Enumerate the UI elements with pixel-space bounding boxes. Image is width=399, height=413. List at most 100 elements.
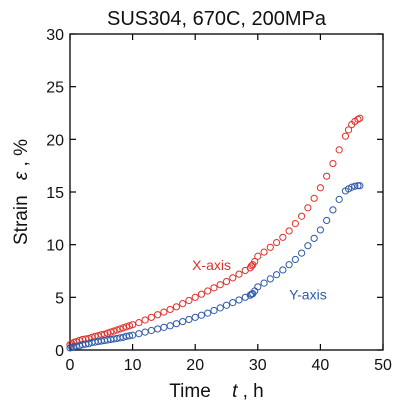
data-point [197,311,206,319]
data-point [229,299,237,307]
y-axis-title-suffix: , % [11,139,32,167]
data-point [266,275,274,283]
data-point [323,216,331,225]
x-axis-title-prefix: Time [169,381,211,402]
data-point [147,326,155,335]
data-point [125,322,134,330]
data-point [254,283,262,291]
data-point [179,300,187,308]
data-point [291,220,299,228]
data-point [251,257,259,266]
series-label: X-axis [192,257,231,273]
data-point [335,195,343,203]
data-point [216,281,224,289]
x-tick-label: 50 [374,357,392,374]
data-point [260,248,268,256]
data-point [154,311,162,319]
axis-ticks: 0 10 20 30 40 50 0 5 10 15 20 25 30 [46,27,392,374]
y-axis-title-prefix: Strain [11,195,32,245]
data-point [179,317,187,326]
data-point [110,327,118,335]
data-points [66,114,364,352]
data-point [285,261,293,269]
y-axis-title: Strain ε , % [11,139,32,245]
data-point [260,279,268,287]
data-point [160,323,168,331]
data-point [310,194,318,202]
data-point [166,322,174,330]
x-tick-label: 30 [249,357,267,374]
data-point [122,323,130,331]
x-axis-title: Time t , h [169,381,264,402]
data-point [254,252,262,260]
y-tick-label: 20 [46,132,64,149]
data-point [103,329,112,337]
data-point [210,306,218,315]
data-point [185,315,193,324]
data-point [154,325,162,333]
data-point [235,270,243,278]
data-point [107,328,115,336]
data-point [147,313,155,321]
series-2-points [66,182,364,352]
data-point [266,243,274,251]
data-point [304,242,312,250]
data-point [354,182,362,190]
data-point [272,238,281,247]
x-tick-label: 10 [124,357,142,374]
x-axis-title-symbol: t [232,381,238,402]
y-tick-label: 15 [46,185,64,202]
data-point [191,313,199,321]
data-point [285,227,293,235]
data-point [210,284,218,292]
data-point [344,126,353,134]
data-point [113,326,121,334]
data-point [316,226,324,234]
data-point [125,332,134,340]
y-tick-label: 30 [46,27,64,44]
y-tick-label: 5 [55,290,64,307]
data-point [329,206,337,214]
data-point [135,319,143,327]
series-labels: X-axis Y-axis [192,257,327,302]
data-point [116,325,124,333]
data-point [298,249,306,257]
data-point [172,303,181,311]
data-point [191,293,199,301]
data-point [310,234,318,242]
y-tick-label: 10 [46,238,64,255]
data-point [119,324,127,332]
data-point [356,114,364,122]
data-point [141,328,149,336]
series-label: Y-axis [289,286,327,302]
data-point [304,204,312,212]
data-point [298,212,306,220]
data-point [216,304,224,312]
data-point [279,266,287,274]
y-tick-label: 0 [55,343,64,360]
data-point [222,277,231,286]
chart-title: SUS304, 670C, 200MPa [107,8,327,30]
data-point [172,320,181,328]
x-axis-title-suffix: , h [243,381,264,402]
data-point [335,146,343,154]
data-point [197,290,206,298]
data-point [129,321,137,329]
data-point [235,296,243,304]
data-point [329,159,337,168]
data-point [204,287,212,295]
x-tick-label: 0 [66,357,75,374]
data-point [323,172,331,180]
y-tick-label: 25 [46,80,64,97]
data-point [229,274,237,282]
data-point [166,305,174,314]
x-tick-label: 20 [186,357,204,374]
data-point [351,182,359,190]
data-point [279,233,287,241]
data-point [141,316,149,324]
data-point [316,184,324,192]
y-axis-title-symbol: ε [11,171,32,180]
data-point [291,255,299,264]
